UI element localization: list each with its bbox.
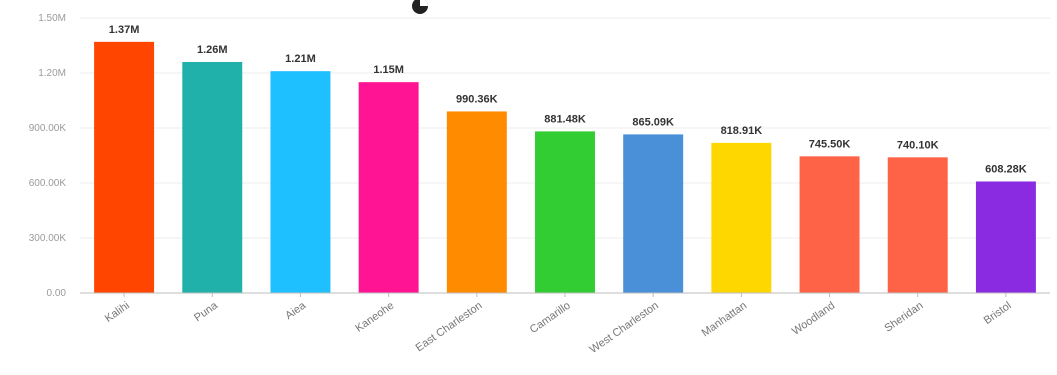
data-label: 608.28K: [985, 163, 1027, 175]
x-tick-label: Kalihi: [103, 300, 132, 325]
x-tick-label: Kaneohe: [353, 300, 396, 335]
y-axis-ticks: 0.00 300.00K 600.00K 900.00K 1.20M 1.50M: [29, 13, 67, 299]
y-tick-label: 1.20M: [38, 68, 66, 79]
bar: [623, 134, 684, 293]
bar: [975, 181, 1036, 293]
y-tick-label: 600.00K: [29, 178, 67, 189]
data-label: 1.26M: [197, 44, 228, 56]
bar: [535, 131, 595, 293]
x-tick-label: Manhattan: [700, 300, 749, 340]
pie-chart-icon: [412, 0, 428, 14]
x-tick-label: East Charleston: [414, 300, 485, 355]
x-tick-label: Camarillo: [528, 300, 573, 336]
data-label: 740.10K: [897, 139, 939, 151]
bar: [358, 82, 419, 294]
data-label: 818.91K: [721, 125, 763, 137]
data-label: 990.36K: [456, 93, 498, 105]
data-label: 1.15M: [373, 64, 404, 76]
bar: [887, 157, 948, 293]
x-tick-label: West Charleston: [588, 300, 661, 356]
bars: [94, 41, 1036, 297]
data-label: 865.09K: [632, 116, 674, 128]
data-label: 745.50K: [809, 138, 851, 150]
x-tick-label: Sheridan: [882, 300, 925, 335]
data-labels: 1.37M 1.26M 1.21M 1.15M 990.36K 881.48K 865.09…: [109, 24, 1027, 176]
x-tick-label: Aiea: [283, 299, 309, 322]
bar: [711, 142, 772, 293]
data-label: 1.37M: [109, 24, 140, 36]
y-tick-label: 0.00: [47, 288, 67, 299]
y-tick-label: 300.00K: [29, 233, 67, 244]
y-tick-label: 900.00K: [29, 123, 67, 134]
bar: [270, 71, 331, 294]
data-label: 1.21M: [285, 53, 316, 65]
x-tick-label: Woodland: [790, 300, 837, 338]
x-tick-label: Bristol: [982, 300, 1014, 327]
data-label: 881.48K: [544, 113, 586, 125]
bar: [94, 41, 155, 294]
x-axis-labels: Kalihi Puna Aiea Kaneohe East Charleston Cama…: [103, 299, 1014, 356]
bar: [799, 156, 860, 293]
bar: [182, 62, 243, 293]
y-tick-label: 1.50M: [38, 13, 66, 24]
bar: [446, 111, 507, 294]
x-tick-label: Puna: [192, 299, 221, 324]
